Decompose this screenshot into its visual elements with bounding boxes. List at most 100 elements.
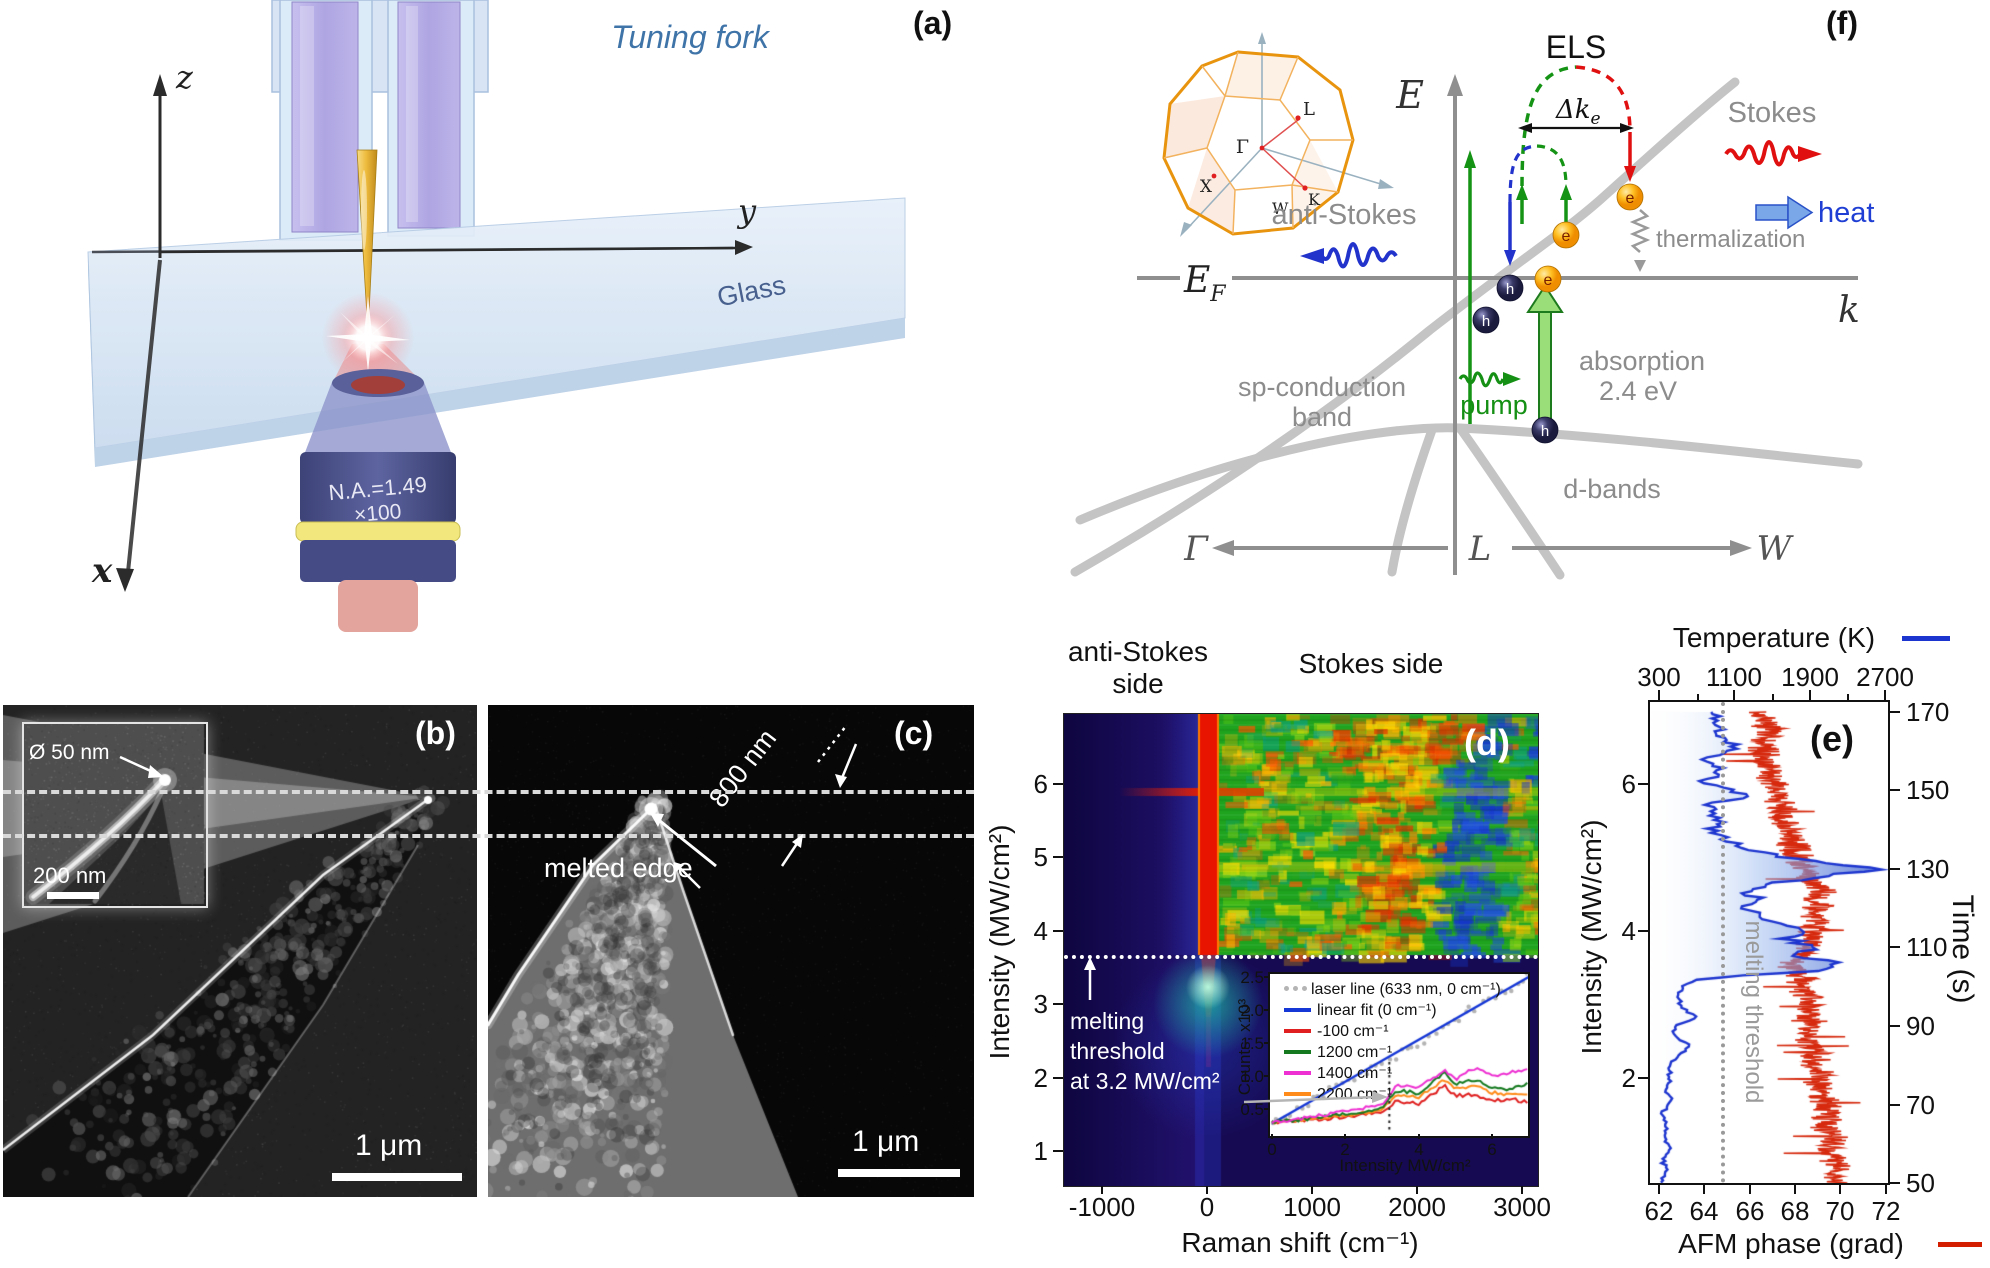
threshold-text-2: threshold (1070, 1038, 1165, 1064)
axis-x-label: x (91, 551, 113, 591)
legend-label: laser line (633 nm, 0 cm⁻¹) (1311, 980, 1501, 998)
inset-scale-label: 200 nm (33, 863, 107, 888)
axis-tick-label: 3000 (1493, 1192, 1551, 1222)
axis-tick-mark (1206, 1186, 1208, 1194)
panel-c-sem: (c) 800 nm melted edge 1 μm (488, 705, 974, 1197)
legend-swatch-icon (1284, 1028, 1311, 1033)
axis-tick-mark (1890, 1104, 1900, 1106)
axis-tick-label: 70 (1825, 1196, 1855, 1226)
axis-z-label: z (175, 58, 194, 96)
axis-tick-mark (1885, 1185, 1887, 1194)
legend-item: 1400 cm⁻¹ (1284, 1062, 1501, 1083)
axis-tick-label: 2000 (1388, 1192, 1446, 1222)
panel-c-scale-label: 1 μm (852, 1125, 920, 1158)
axis-tick-label: 50 (1906, 1168, 1935, 1198)
els-label: ELS (1546, 29, 1606, 65)
axis-tick-label: 62 (1644, 1196, 1674, 1226)
legend-item: 2200 cm⁻¹ (1284, 1083, 1501, 1104)
dashed-line-lower (3, 834, 974, 838)
bz-gamma-label: Γ (1236, 136, 1249, 158)
axis-tick-label: 1.5 (1240, 1034, 1264, 1053)
axis-tick-label: 2.5 (1240, 968, 1264, 987)
axis-tick-mark (1418, 1134, 1420, 1139)
axis-tick-label: 1 (1033, 1136, 1048, 1166)
axis-tick-mark (1697, 694, 1699, 700)
axis-tick-label: 300 (1637, 662, 1681, 692)
ef-main: E (1183, 260, 1210, 301)
axis-tick-label: 1900 (1781, 662, 1839, 692)
e-axis-label: E (1395, 73, 1424, 117)
brillouin-zone: Γ L X W K (1162, 32, 1394, 237)
axis-tick-mark (1658, 1185, 1660, 1194)
axis-tick-mark (1053, 930, 1063, 932)
heat-arrow-icon (1755, 195, 1814, 230)
axis-tick-mark (1101, 1186, 1103, 1194)
axis-tick-label: 1100 (1706, 662, 1762, 692)
inset-scale-bar (47, 892, 99, 899)
axis-tick-label: 150 (1906, 775, 1950, 805)
absorption-label-2: 2.4 eV (1599, 376, 1677, 406)
axis-tick-label: 6 (1033, 769, 1048, 799)
panel-f-label: (f) (1826, 5, 1858, 41)
panel-d-stokes-label: Stokes side (1298, 648, 1444, 679)
sp-band-curve (1070, 77, 1740, 577)
axis-tick-mark (1264, 1108, 1270, 1110)
panel-c-scale-bar (838, 1169, 960, 1177)
axis-tick-mark (1264, 1009, 1270, 1011)
ef-label: EF (1183, 260, 1226, 307)
panel-b-scale-bar (332, 1173, 462, 1181)
legend-swatch-icon (1284, 1007, 1311, 1012)
e-ball-label: e (1544, 272, 1553, 289)
heat-label: heat (1818, 197, 1874, 229)
panel-e-top-label: Temperature (K) (1672, 622, 1876, 653)
legend-label: 1400 cm⁻¹ (1317, 1064, 1393, 1082)
axis-tick-label: 72 (1871, 1196, 1901, 1226)
axis-tick-mark (1311, 1186, 1313, 1194)
threshold-text-1: melting (1070, 1008, 1145, 1034)
legend-item: linear fit (0 cm⁻¹) (1284, 999, 1501, 1020)
axis-tick-label: 1.0 (1240, 1067, 1264, 1086)
sp-band-label-2: band (1292, 402, 1352, 432)
thermalization-icon (1629, 209, 1651, 272)
axis-tick-mark (1809, 690, 1811, 700)
bz-l-label: L (1303, 99, 1315, 120)
dk-label: Δke (1555, 95, 1601, 129)
axis-tick-mark (1638, 783, 1648, 785)
axis-tick-mark (1749, 1185, 1751, 1194)
panel-d-inset: laser line (633 nm, 0 cm⁻¹) linear fit (0… (1268, 972, 1530, 1138)
axis-tick-mark (1053, 1077, 1063, 1079)
axis-tick-label: 2 (1340, 1140, 1350, 1159)
panel-e-temp-swatch (1902, 636, 1950, 641)
axis-tick-label: 4 (1621, 916, 1636, 946)
axis-tick-mark (1053, 783, 1063, 785)
axis-tick-label: 66 (1735, 1196, 1765, 1226)
d-bands-label: d-bands (1563, 474, 1661, 504)
axes (116, 74, 753, 592)
axis-tick-label: 170 (1906, 697, 1950, 727)
legend-label: -100 cm⁻¹ (1317, 1022, 1389, 1040)
axis-tick-mark (1772, 694, 1774, 700)
axis-tick-label: 4 (1414, 1140, 1424, 1159)
melting-threshold-line (1064, 955, 1538, 959)
axis-tick-label: 3 (1033, 989, 1048, 1019)
axis-tick-label: 0.5 (1240, 1100, 1264, 1119)
panel-e-threshold-label: melting threshold (1740, 920, 1767, 1104)
panel-e-phase-swatch (1938, 1242, 1982, 1247)
gamma-label: Γ (1183, 529, 1209, 569)
legend-item: 1200 cm⁻¹ (1284, 1041, 1501, 1062)
axis-tick-mark (1264, 1075, 1270, 1077)
axis-tick-mark (1890, 1182, 1900, 1184)
axis-tick-mark (1264, 1042, 1270, 1044)
inset-plot-canvas (1270, 974, 1528, 1136)
axis-tick-label: 4 (1033, 916, 1048, 946)
legend-swatch-icon (1284, 1049, 1311, 1054)
axis-tick-mark (1264, 976, 1270, 978)
axis-tick-mark (1053, 1003, 1063, 1005)
legend-item: laser line (633 nm, 0 cm⁻¹) (1284, 978, 1501, 999)
axis-tick-label: 5 (1033, 842, 1048, 872)
axis-tick-label: 68 (1780, 1196, 1810, 1226)
carrier-balls: e e e h h h (1472, 183, 1644, 444)
axis-tick-label: 2700 (1856, 662, 1914, 692)
axis-tick-mark (1884, 690, 1886, 700)
